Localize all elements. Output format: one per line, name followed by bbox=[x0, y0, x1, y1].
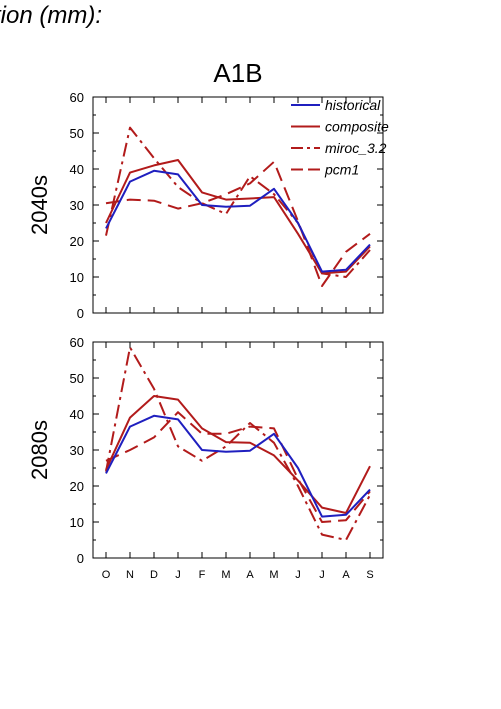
x-tick-label: A bbox=[246, 569, 254, 581]
legend-label: composite bbox=[325, 119, 389, 135]
x-tick-label: F bbox=[199, 569, 206, 581]
legend-label: historical bbox=[325, 97, 381, 113]
y-tick-label: 30 bbox=[70, 443, 84, 458]
y-tick-label: 60 bbox=[70, 335, 84, 350]
y-tick-label: 50 bbox=[70, 371, 84, 386]
x-tick-label: N bbox=[126, 569, 134, 581]
y-tick-label: 60 bbox=[70, 90, 84, 105]
y-tick-label: 10 bbox=[70, 515, 84, 530]
x-tick-label: J bbox=[319, 569, 325, 581]
series-line-pcm1 bbox=[105, 411, 371, 523]
y-tick-label: 40 bbox=[70, 162, 84, 177]
y-axis-label: 2040s bbox=[27, 175, 52, 235]
x-tick-label: J bbox=[295, 569, 301, 581]
x-tick-label: S bbox=[366, 569, 373, 581]
y-tick-label: 20 bbox=[70, 234, 84, 249]
chart-panel-2080s: 0 10 20 30 40 50 60 O N D J F M A M J J A S 2080s bbox=[27, 335, 384, 581]
y-tick-label: 50 bbox=[70, 126, 84, 141]
x-tick-label: M bbox=[221, 569, 230, 581]
series-line-composite bbox=[105, 395, 371, 514]
series-line-historical bbox=[105, 169, 371, 273]
chart-panel-2040s: 0 10 20 30 40 50 60 A1B 2040s historical composite… bbox=[27, 58, 389, 321]
x-tick-label: D bbox=[150, 569, 158, 581]
series-line-miroc-3-2 bbox=[105, 126, 371, 278]
y-axis-label: 2080s bbox=[27, 420, 52, 480]
y-tick-label: 0 bbox=[77, 551, 84, 566]
y-tick-label: 30 bbox=[70, 198, 84, 213]
y-tick-label: 40 bbox=[70, 407, 84, 422]
chart-title: A1B bbox=[213, 58, 262, 88]
legend: historical composite miroc_3.2 pcm1 bbox=[291, 97, 389, 178]
x-tick-label: J bbox=[175, 569, 181, 581]
plot-frame bbox=[92, 341, 384, 559]
series-line-miroc-3-2 bbox=[105, 346, 371, 541]
x-tick-label: O bbox=[102, 569, 111, 581]
y-tick-label: 20 bbox=[70, 479, 84, 494]
series-line-historical bbox=[105, 414, 371, 518]
y-tick-label: 10 bbox=[70, 270, 84, 285]
x-tick-label: M bbox=[269, 569, 278, 581]
legend-label: miroc_3.2 bbox=[325, 140, 387, 156]
series-line-pcm1 bbox=[105, 160, 371, 287]
legend-label: pcm1 bbox=[324, 162, 359, 178]
y-tick-label: 0 bbox=[77, 306, 84, 321]
page-title: tion (mm): bbox=[0, 2, 102, 29]
x-tick-label: A bbox=[342, 569, 350, 581]
